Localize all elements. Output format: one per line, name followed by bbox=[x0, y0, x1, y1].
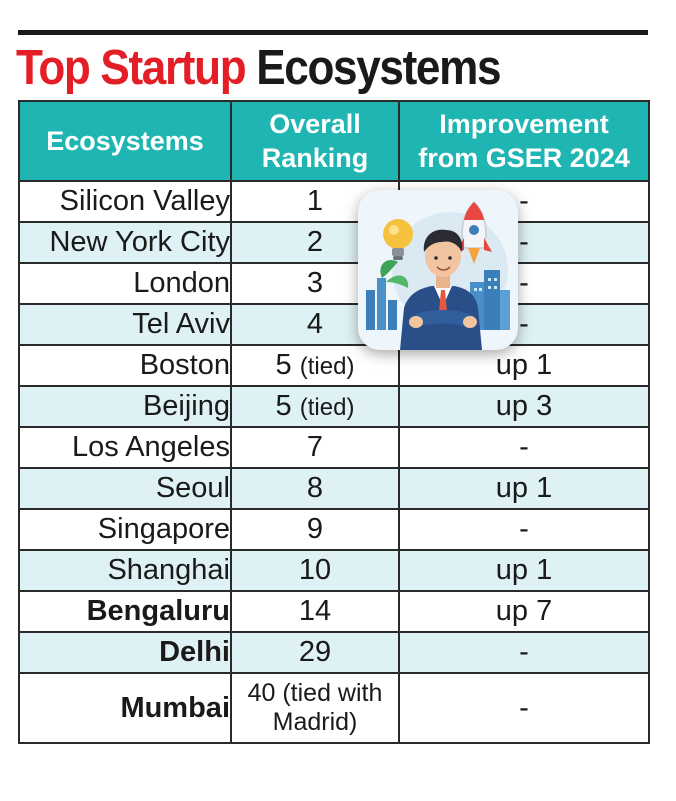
rocket-icon bbox=[456, 200, 492, 264]
improvement-value: - bbox=[398, 672, 650, 744]
header-improvement-line1: Improvement bbox=[439, 109, 609, 139]
overall-rank: 10 bbox=[230, 549, 400, 592]
table-row: Delhi 29 - bbox=[18, 631, 650, 674]
overall-rank: 40 (tied with Madrid) bbox=[230, 672, 400, 744]
overall-rank: 5 (tied) bbox=[230, 385, 400, 428]
header-ranking-line1: Overall bbox=[269, 109, 361, 139]
rank-line1: 40 (tied with bbox=[247, 679, 383, 707]
startup-illustration bbox=[358, 190, 518, 350]
title-rest: Ecosystems bbox=[256, 41, 501, 95]
improvement-value: up 1 bbox=[398, 549, 650, 592]
rank-value: 9 bbox=[306, 513, 324, 545]
header-ranking-line2: Ranking bbox=[261, 143, 369, 173]
header-improvement: Improvement from GSER 2024 bbox=[398, 100, 650, 182]
ecosystem-name: Tel Aviv bbox=[18, 303, 232, 346]
ecosystem-name: Delhi bbox=[18, 631, 232, 674]
rank-value: 14 bbox=[298, 595, 332, 627]
table-row: Shanghai 10 up 1 bbox=[18, 549, 650, 592]
table-row: Bengaluru 14 up 7 bbox=[18, 590, 650, 633]
table-row: Tel Aviv 4 - bbox=[18, 303, 650, 346]
ecosystem-name: New York City bbox=[18, 221, 232, 264]
rank-value: 1 bbox=[306, 185, 324, 217]
ecosystem-name: Beijing bbox=[18, 385, 232, 428]
businessman-icon bbox=[400, 229, 482, 350]
table-row: Boston 5 (tied) up 1 bbox=[18, 344, 650, 387]
ecosystem-name: Bengaluru bbox=[18, 590, 232, 633]
rank-note: (tied) bbox=[299, 394, 355, 421]
rank-value: 10 bbox=[298, 554, 332, 586]
ecosystem-name: Singapore bbox=[18, 508, 232, 551]
rank-line2: Madrid) bbox=[272, 708, 358, 736]
rank-note: (tied) bbox=[299, 353, 355, 380]
rank-value: 4 bbox=[306, 308, 324, 340]
header-overall-ranking: Overall Ranking bbox=[230, 100, 400, 182]
rank-value: 7 bbox=[306, 431, 324, 463]
improvement-value: - bbox=[398, 426, 650, 469]
rank-value: 2 bbox=[306, 226, 324, 258]
table-row: Mumbai 40 (tied with Madrid) - bbox=[18, 672, 650, 744]
rank-value: 3 bbox=[306, 267, 324, 299]
ecosystem-name: Shanghai bbox=[18, 549, 232, 592]
header-ecosystems-label: Ecosystems bbox=[46, 126, 204, 156]
header-improvement-line2: from GSER 2024 bbox=[418, 143, 630, 173]
ranking-table: Ecosystems Overall Ranking Improvement f… bbox=[18, 100, 650, 744]
ecosystem-name: London bbox=[18, 262, 232, 305]
rank-value: 29 bbox=[298, 636, 332, 668]
bar-chart-icon bbox=[366, 278, 397, 330]
table-header-row: Ecosystems Overall Ranking Improvement f… bbox=[18, 100, 650, 182]
table-row: New York City 2 - bbox=[18, 221, 650, 264]
overall-rank: 8 bbox=[230, 467, 400, 510]
improvement-value: up 1 bbox=[398, 467, 650, 510]
ecosystem-name: Boston bbox=[18, 344, 232, 387]
rank-value: 5 bbox=[275, 349, 292, 381]
overall-rank: 14 bbox=[230, 590, 400, 633]
top-rule bbox=[18, 30, 648, 35]
overall-rank: 9 bbox=[230, 508, 400, 551]
ecosystem-name: Mumbai bbox=[18, 672, 232, 744]
table-row: Seoul 8 up 1 bbox=[18, 467, 650, 510]
improvement-value: - bbox=[398, 508, 650, 551]
rank-value: 8 bbox=[306, 472, 324, 504]
ecosystem-name: Los Angeles bbox=[18, 426, 232, 469]
header-ecosystems: Ecosystems bbox=[18, 100, 232, 182]
title-highlight: Top Startup bbox=[16, 41, 247, 95]
improvement-value: - bbox=[398, 631, 650, 674]
ecosystem-name: Seoul bbox=[18, 467, 232, 510]
table-row: Los Angeles 7 - bbox=[18, 426, 650, 469]
rank-value: 5 bbox=[275, 390, 292, 422]
page-title: Top Startup Ecosystems bbox=[16, 36, 501, 100]
overall-rank: 5 (tied) bbox=[230, 344, 400, 387]
table-row: London 3 - bbox=[18, 262, 650, 305]
overall-rank: 29 bbox=[230, 631, 400, 674]
overall-rank: 7 bbox=[230, 426, 400, 469]
table-row: Beijing 5 (tied) up 3 bbox=[18, 385, 650, 428]
lightbulb-icon bbox=[383, 219, 413, 260]
improvement-value: up 1 bbox=[398, 344, 650, 387]
ecosystem-name: Silicon Valley bbox=[18, 180, 232, 223]
table-row: Singapore 9 - bbox=[18, 508, 650, 551]
improvement-value: up 7 bbox=[398, 590, 650, 633]
table-row: Silicon Valley 1 - bbox=[18, 180, 650, 223]
improvement-value: up 3 bbox=[398, 385, 650, 428]
